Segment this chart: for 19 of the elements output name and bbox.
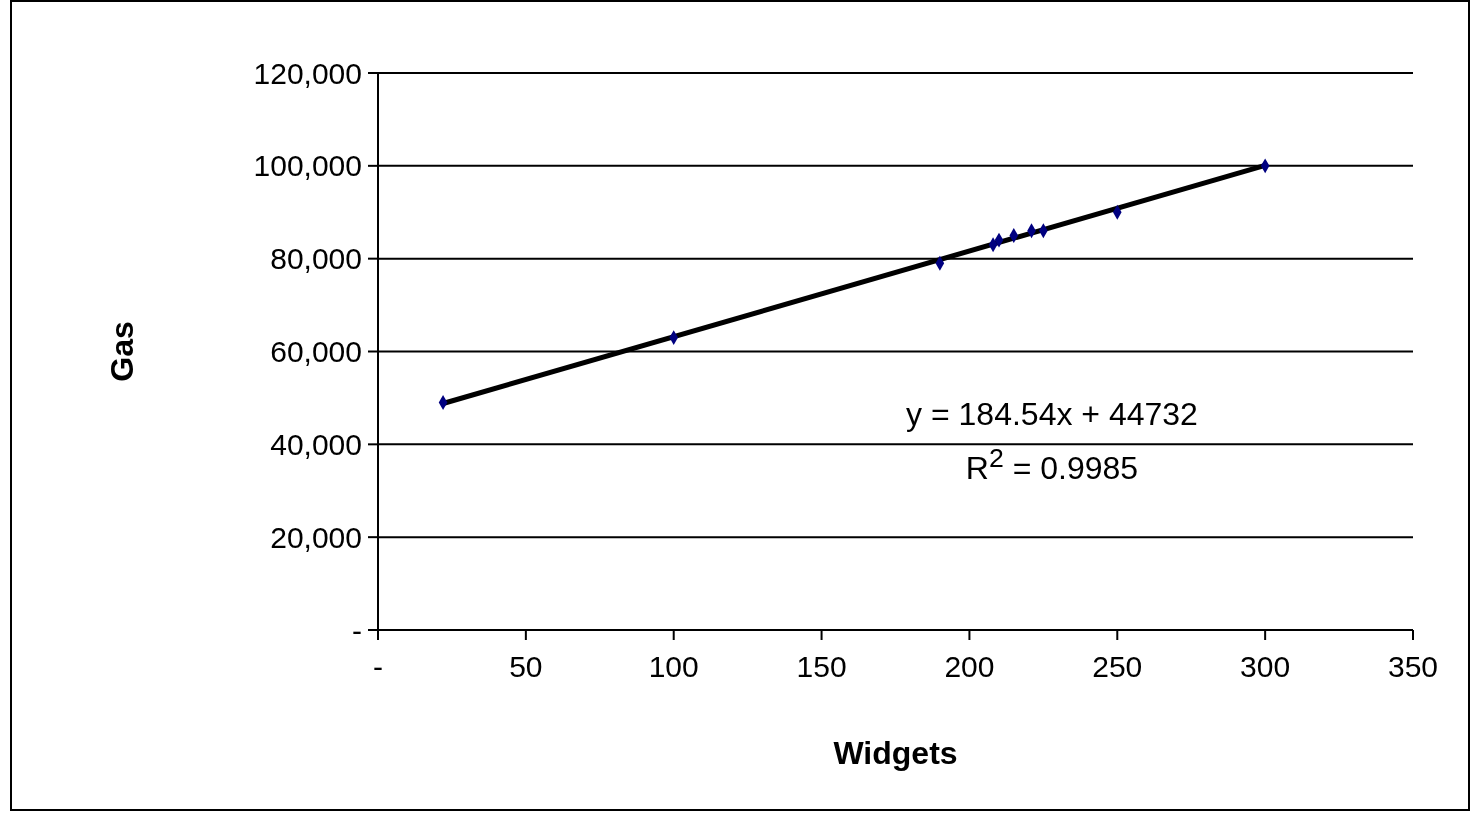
x-tick-label: 150 (796, 650, 847, 684)
x-tick-label: 350 (1387, 650, 1439, 684)
y-axis-title: Gas (104, 321, 141, 382)
y-tick-label: 20,000 (270, 520, 362, 554)
y-tick-label: 80,000 (270, 242, 362, 276)
y-tick-label: 120,000 (253, 56, 362, 90)
y-tick-label: - (352, 613, 362, 647)
x-tick-label: 100 (648, 650, 699, 684)
annotation: R$^{2}$ = 0.9985 (964, 442, 1140, 488)
x-axis-title: Widgets (833, 735, 958, 771)
y-tick-label: 40,000 (270, 427, 362, 461)
x-tick-label: 200 (944, 650, 995, 684)
annotation: y = 184.54x + 44732 (905, 395, 1199, 434)
x-tick-label: 50 (509, 650, 543, 684)
x-tick-label: 250 (1092, 650, 1143, 684)
y-tick-label: 100,000 (253, 149, 362, 183)
y-tick-label: 60,000 (270, 335, 362, 369)
x-tick-label: - (373, 650, 383, 684)
x-tick-label: 300 (1240, 650, 1291, 684)
